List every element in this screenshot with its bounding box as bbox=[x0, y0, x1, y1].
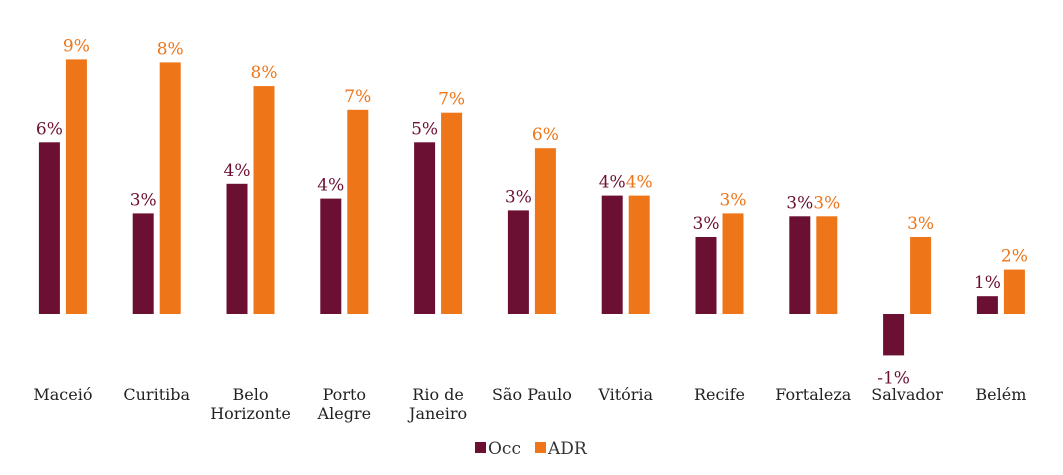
data-label-adr: 7% bbox=[438, 90, 465, 110]
legend: Occ ADR bbox=[475, 439, 588, 459]
data-label-occ: 4% bbox=[224, 161, 251, 181]
bar-occ bbox=[976, 296, 998, 314]
bar-occ bbox=[414, 142, 436, 314]
legend-label-occ: Occ bbox=[488, 439, 521, 459]
data-label-occ: 1% bbox=[974, 273, 1001, 293]
bar-adr bbox=[722, 213, 744, 314]
data-label-adr: 3% bbox=[813, 193, 840, 213]
data-label-adr: 8% bbox=[251, 63, 278, 83]
bar-adr bbox=[441, 112, 463, 314]
bar-occ bbox=[132, 213, 154, 314]
data-label-adr: 9% bbox=[63, 36, 90, 56]
category-label: Porto bbox=[323, 385, 366, 404]
bar-adr bbox=[347, 109, 369, 314]
bar-adr bbox=[628, 195, 650, 314]
category-label: Vitória bbox=[597, 385, 653, 404]
data-label-occ: -1% bbox=[877, 368, 910, 388]
data-label-occ: 3% bbox=[786, 193, 813, 213]
bar-occ bbox=[789, 216, 811, 314]
data-label-adr: 6% bbox=[532, 125, 559, 145]
category-label: Horizonte bbox=[210, 404, 291, 423]
value-labels-group: 6%9%3%8%4%8%4%7%5%7%3%6%4% 4%3%3% 3% 3%-1%3… bbox=[36, 36, 1028, 388]
data-label-adr: 2% bbox=[1001, 247, 1028, 267]
bar-adr bbox=[159, 62, 181, 315]
data-label-occ: 4% bbox=[317, 176, 344, 196]
bar-adr bbox=[65, 59, 87, 315]
category-label: Belo bbox=[233, 385, 269, 404]
data-label-occ: 3% bbox=[693, 214, 720, 234]
category-label: Alegre bbox=[317, 404, 372, 423]
bar-occ bbox=[507, 210, 529, 314]
category-label: Fortaleza bbox=[775, 385, 851, 404]
category-label: Curitiba bbox=[123, 385, 190, 404]
category-label: Rio de bbox=[412, 385, 464, 404]
bar-occ bbox=[883, 314, 905, 356]
category-label: Salvador bbox=[871, 385, 943, 404]
bar-adr bbox=[253, 86, 275, 314]
category-label: São Paulo bbox=[492, 385, 572, 404]
legend-swatch-occ bbox=[475, 442, 486, 453]
bar-adr bbox=[534, 148, 556, 314]
bar-occ bbox=[38, 142, 60, 314]
bar-occ bbox=[226, 183, 248, 314]
bar-adr bbox=[816, 216, 838, 314]
bar-occ bbox=[320, 198, 342, 314]
data-label-occ: 3% bbox=[505, 187, 532, 207]
category-label: Maceió bbox=[33, 385, 92, 404]
data-label-occ: 3% bbox=[130, 190, 157, 210]
data-label-adr: 3% bbox=[720, 190, 747, 210]
bar-adr bbox=[910, 237, 932, 314]
data-label-adr: 3% bbox=[907, 214, 934, 234]
legend-swatch-adr bbox=[535, 442, 546, 453]
bar-occ bbox=[695, 237, 717, 314]
bar-occ bbox=[601, 195, 623, 314]
data-label-occ: 6% bbox=[36, 119, 63, 139]
data-label-adr: 4% bbox=[626, 173, 653, 193]
bar-adr bbox=[1003, 269, 1025, 314]
data-label-occ: 4% bbox=[599, 173, 626, 193]
category-label: Janeiro bbox=[407, 404, 467, 423]
category-label: Belém bbox=[975, 385, 1026, 404]
bars-group bbox=[38, 59, 1025, 356]
data-label-occ: 5% bbox=[411, 119, 438, 139]
legend-label-adr: ADR bbox=[547, 439, 588, 459]
data-label-adr: 7% bbox=[344, 87, 371, 107]
category-label: Recife bbox=[694, 385, 745, 404]
data-label-adr: 8% bbox=[157, 39, 184, 59]
